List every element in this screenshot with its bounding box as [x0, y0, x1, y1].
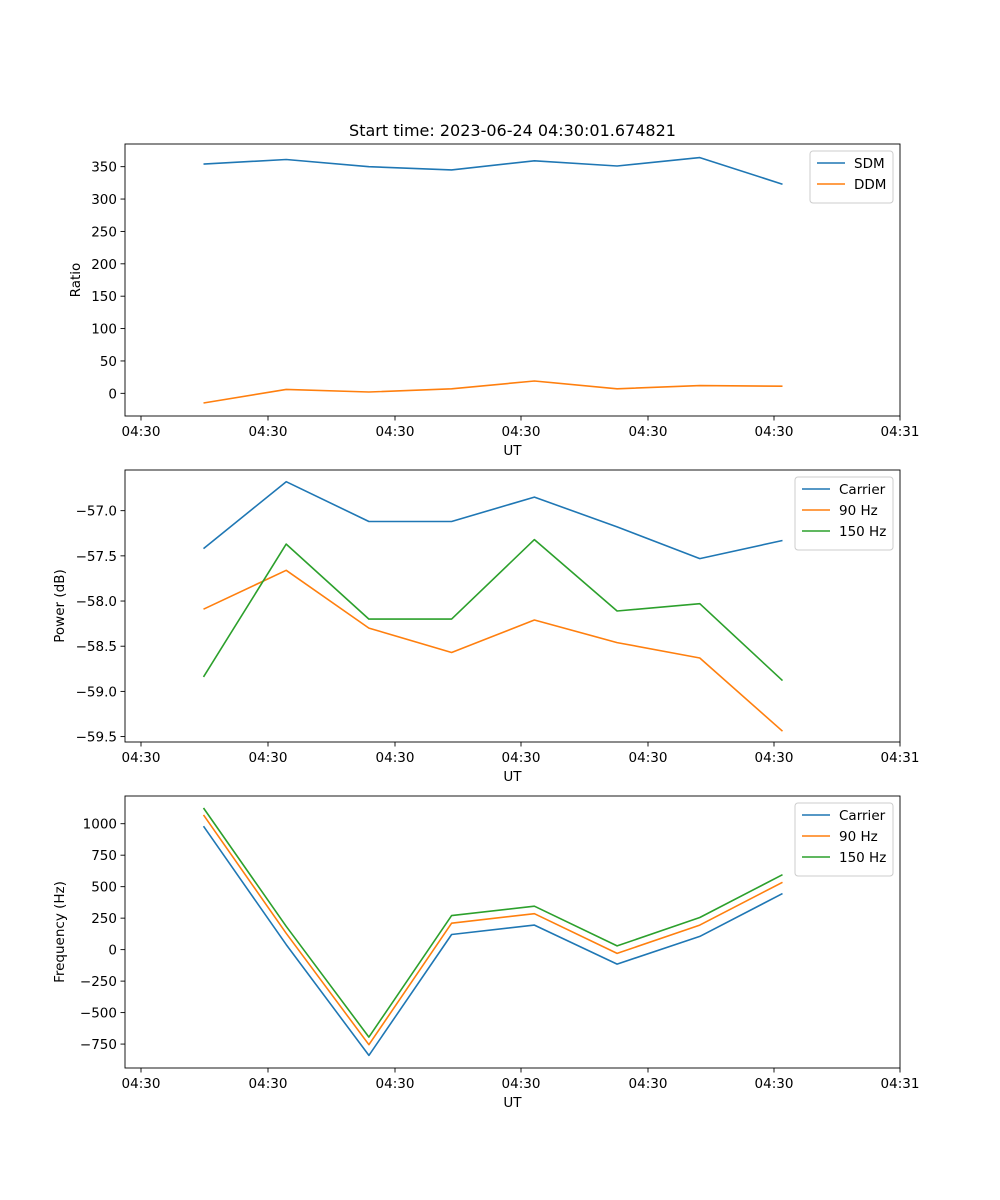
x-tick-label: 04:30	[629, 750, 668, 766]
axes-frame	[124, 469, 901, 743]
legend-entry: 90 Hz	[839, 829, 878, 845]
legend-box	[809, 150, 894, 204]
legend-entry: 150 Hz	[839, 850, 886, 866]
x-axis-label: UT	[503, 443, 522, 459]
y-tick-label: −57.5	[76, 549, 117, 565]
panels: 04:30 04:30 04:30 04:30 04:30 04:30 04:31 UT 0 50…	[52, 143, 920, 1111]
x-tick-label: 04:30	[629, 424, 668, 440]
x-tick-label: 04:30	[502, 750, 541, 766]
legend-entry: DDM	[854, 177, 886, 193]
x-tick-label: 04:30	[629, 1076, 668, 1092]
y-tick-label: 50	[100, 354, 117, 370]
x-tick-label: 04:31	[881, 424, 920, 440]
series-line-sdm	[203, 156, 783, 185]
x-tick-label: 04:30	[755, 424, 794, 440]
legend-entry: Carrier	[839, 482, 886, 498]
y-tick-label: 100	[91, 322, 117, 338]
x-axis-label: UT	[503, 769, 522, 785]
x-tick-label: 04:30	[249, 1076, 288, 1092]
legend-entry: SDM	[854, 156, 885, 172]
y-tick-label: 250	[91, 911, 117, 927]
legend-entry: 90 Hz	[839, 503, 878, 519]
y-tick-label: 150	[91, 289, 117, 305]
panel-1: 04:30 04:30 04:30 04:30 04:30 04:30 04:31 UT 0 50…	[68, 143, 920, 459]
series-line-150-hz	[202, 538, 784, 682]
series-line-90-hz	[202, 814, 783, 1046]
y-tick-label: 300	[91, 192, 117, 208]
x-tick-label: 04:30	[755, 1076, 794, 1092]
x-tick-label: 04:30	[122, 1076, 161, 1092]
y-tick-label: −59.5	[76, 730, 117, 746]
y-tick-label: 750	[91, 848, 117, 864]
x-tick-label: 04:30	[249, 424, 288, 440]
legend-entry: Carrier	[839, 808, 886, 824]
y-tick-label: −57.0	[76, 504, 117, 520]
y-tick-label: −750	[80, 1037, 117, 1053]
y-tick-label: −250	[80, 974, 117, 990]
panel-3: 04:30 04:30 04:30 04:30 04:30 04:30 04:31 UT −75…	[52, 795, 920, 1111]
y-tick-label: −500	[80, 1006, 117, 1022]
y-tick-label: 0	[108, 943, 117, 959]
y-axis-label: Ratio	[68, 263, 84, 298]
y-tick-label: 1000	[83, 817, 117, 833]
y-tick-label: 250	[91, 224, 117, 240]
axes-frame	[124, 795, 901, 1069]
series-line-ddm	[203, 380, 783, 404]
series-line-90-hz	[203, 569, 784, 732]
chart-title: Start time: 2023-06-24 04:30:01.674821	[349, 121, 676, 140]
y-tick-label: 0	[108, 386, 117, 402]
y-axis-label: Frequency (Hz)	[52, 881, 68, 983]
series-line-carrier	[202, 825, 783, 1057]
x-tick-label: 04:30	[122, 424, 161, 440]
x-tick-label: 04:30	[502, 1076, 541, 1092]
series-line-carrier	[202, 480, 783, 560]
x-tick-label: 04:30	[122, 750, 161, 766]
x-tick-label: 04:30	[755, 750, 794, 766]
series-line-150-hz	[202, 807, 783, 1038]
legend-entry: 150 Hz	[839, 524, 886, 540]
x-tick-label: 04:30	[249, 750, 288, 766]
x-tick-label: 04:30	[502, 424, 541, 440]
y-axis-label: Power (dB)	[52, 569, 68, 642]
y-tick-label: 350	[91, 160, 117, 176]
x-tick-label: 04:31	[881, 750, 920, 766]
y-tick-label: 200	[91, 257, 117, 273]
y-tick-label: −58.0	[76, 594, 117, 610]
axes-frame	[124, 143, 901, 417]
x-tick-label: 04:31	[881, 1076, 920, 1092]
x-tick-label: 04:30	[376, 750, 415, 766]
x-tick-label: 04:30	[376, 424, 415, 440]
y-tick-label: −58.5	[76, 639, 117, 655]
x-tick-label: 04:30	[376, 1076, 415, 1092]
x-axis-label: UT	[503, 1095, 522, 1111]
y-tick-label: 500	[91, 880, 117, 896]
panel-2: 04:30 04:30 04:30 04:30 04:30 04:30 04:31 UT −59…	[52, 469, 920, 785]
y-tick-label: −59.0	[76, 684, 117, 700]
